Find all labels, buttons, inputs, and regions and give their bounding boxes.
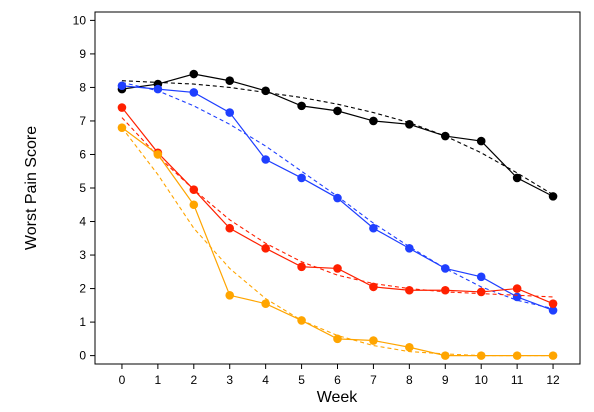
- data-point: [153, 84, 163, 94]
- y-tick-label: 1: [79, 315, 86, 329]
- y-tick-label: 9: [79, 47, 86, 61]
- data-point: [225, 76, 235, 86]
- data-point: [189, 88, 199, 97]
- data-point: [333, 264, 342, 273]
- data-point: [153, 150, 163, 159]
- data-point: [512, 173, 522, 183]
- x-tick-label: 10: [475, 373, 489, 387]
- data-point: [405, 244, 414, 253]
- x-tick-label: 4: [262, 373, 269, 387]
- data-point: [369, 282, 378, 292]
- series-group: [117, 69, 558, 201]
- x-tick-label: 5: [298, 373, 305, 387]
- x-axis-title: Week: [317, 389, 359, 406]
- series-group: [117, 123, 558, 360]
- data-point: [225, 223, 235, 233]
- data-point: [440, 264, 450, 273]
- observed-series-line: [121, 107, 554, 305]
- observed-series-line: [121, 127, 554, 357]
- y-tick-label: 2: [79, 282, 86, 296]
- y-tick-label: 10: [73, 13, 87, 27]
- data-point: [512, 351, 522, 360]
- data-point: [548, 351, 558, 360]
- data-point: [476, 351, 486, 360]
- data-point: [405, 342, 414, 352]
- data-point: [476, 136, 486, 146]
- data-point: [189, 185, 199, 194]
- x-tick-label: 9: [442, 373, 449, 387]
- x-tick-label: 3: [226, 373, 233, 387]
- series-group: [117, 81, 558, 315]
- data-point: [548, 192, 558, 201]
- x-tick-label: 7: [370, 373, 377, 387]
- data-point: [369, 336, 378, 345]
- data-point: [440, 351, 450, 360]
- data-point: [512, 292, 522, 302]
- series-layer: [117, 69, 558, 360]
- data-point: [369, 116, 378, 126]
- data-point: [297, 101, 306, 111]
- data-point: [548, 299, 558, 308]
- plot-frame: [94, 11, 581, 365]
- data-point: [476, 272, 486, 282]
- fitted-trend-line: [121, 80, 554, 196]
- data-point: [369, 223, 378, 233]
- data-point: [189, 69, 199, 79]
- y-tick-label: 5: [79, 181, 86, 195]
- y-tick-label: 3: [79, 248, 86, 262]
- data-point: [261, 244, 270, 253]
- y-axis: 0 1 2 3 4 5 6 7 8 9 10: [73, 13, 95, 363]
- x-tick-label: 2: [190, 373, 197, 387]
- data-point: [297, 262, 306, 272]
- y-tick-label: 7: [79, 114, 86, 128]
- data-point: [189, 200, 199, 210]
- data-point: [333, 106, 342, 116]
- x-tick-label: 6: [334, 373, 341, 387]
- data-point: [117, 81, 127, 91]
- data-point: [440, 131, 450, 141]
- data-point: [261, 299, 270, 308]
- data-point: [261, 155, 270, 164]
- x-tick-label: 12: [546, 373, 560, 387]
- fitted-trend-line: [121, 127, 554, 357]
- y-tick-label: 0: [79, 349, 86, 363]
- data-point: [117, 123, 127, 132]
- data-point: [117, 103, 127, 112]
- series-group: [117, 103, 558, 308]
- data-point: [476, 287, 486, 297]
- x-tick-label: 1: [155, 373, 162, 387]
- y-tick-label: 6: [79, 147, 86, 161]
- x-tick-label: 11: [511, 373, 524, 387]
- x-tick-label: 8: [406, 373, 413, 387]
- data-point: [548, 306, 558, 315]
- y-tick-label: 4: [79, 215, 86, 229]
- data-point: [225, 290, 235, 300]
- data-point: [405, 285, 414, 295]
- data-point: [333, 193, 342, 203]
- y-tick-label: 8: [79, 80, 86, 94]
- data-point: [225, 108, 235, 117]
- data-point: [440, 285, 450, 295]
- data-point: [297, 316, 306, 325]
- x-tick-label: 0: [119, 373, 126, 387]
- data-point: [512, 284, 522, 293]
- data-point: [297, 173, 306, 183]
- data-point: [333, 334, 342, 344]
- data-point: [405, 120, 414, 129]
- data-point: [261, 86, 270, 96]
- y-axis-title: Worst Pain Score: [23, 126, 40, 250]
- x-axis: 0 1 2 3 4 5 6 7 8 9 10 11 12: [119, 364, 560, 387]
